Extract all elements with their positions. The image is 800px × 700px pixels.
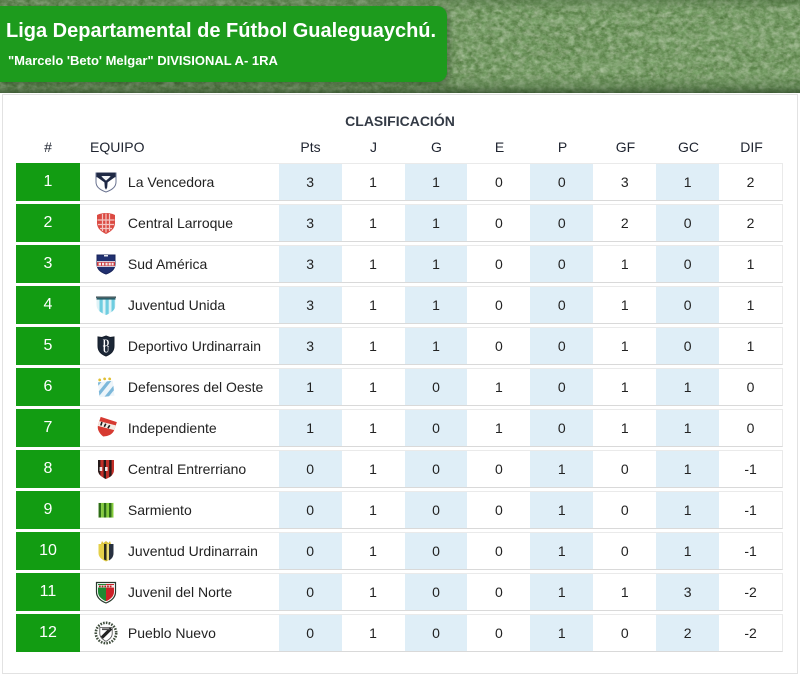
svg-text:D: D: [103, 338, 110, 348]
svg-text:U: U: [103, 344, 110, 354]
